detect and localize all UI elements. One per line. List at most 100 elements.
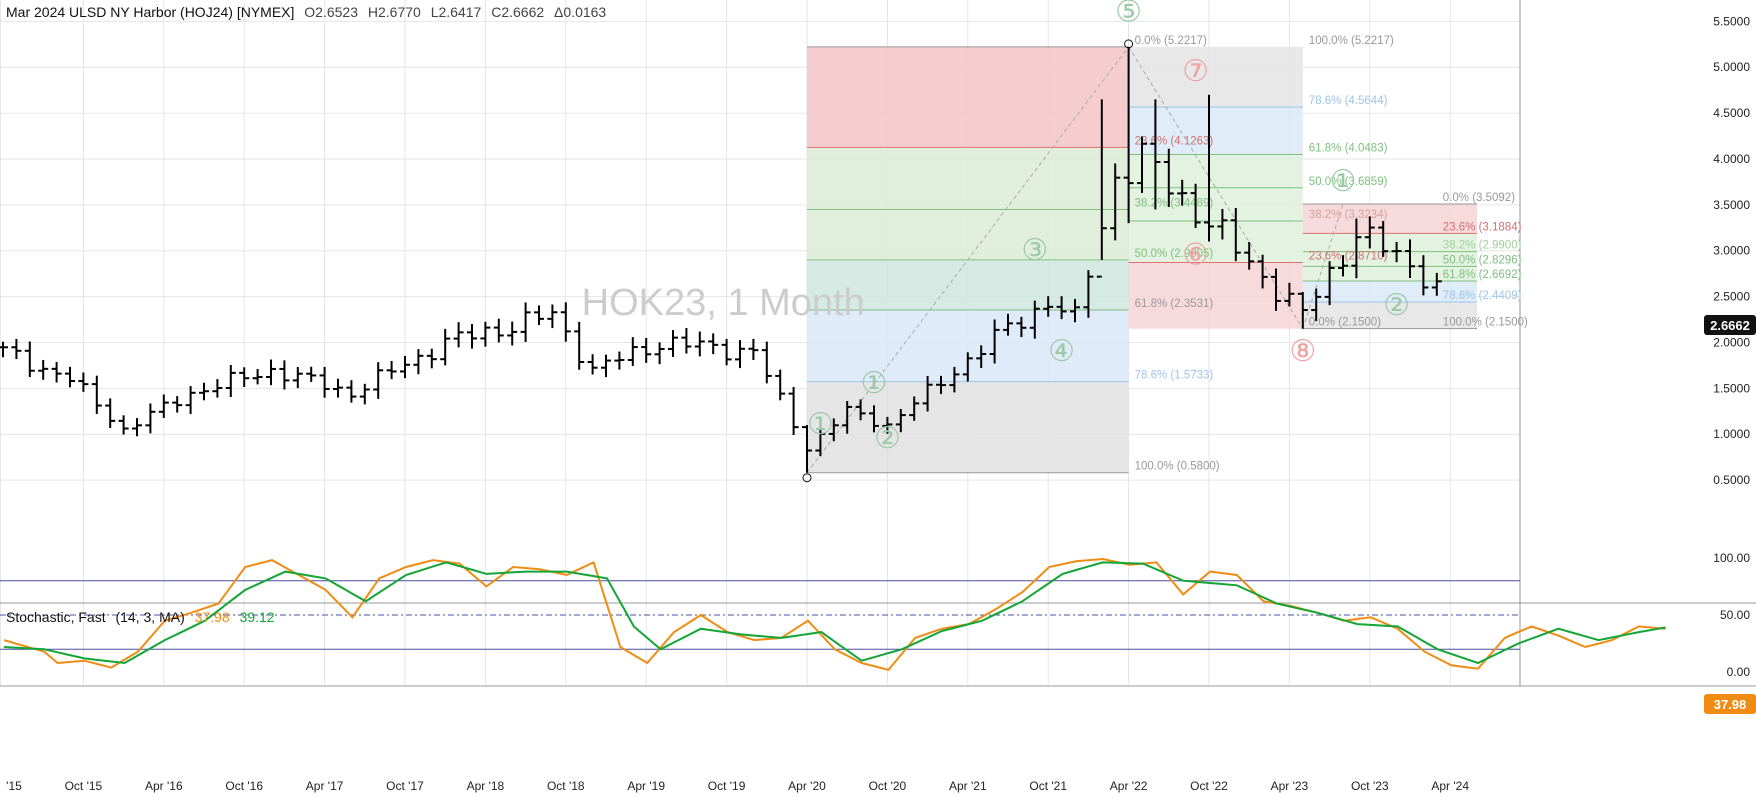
ohlc-bar [1029, 300, 1040, 339]
fib-level-label: 78.6% (2.4409) [1443, 290, 1522, 302]
ohlc-bar [828, 418, 839, 442]
ohlc-bar [1297, 291, 1308, 329]
ohlc-bar [359, 383, 370, 405]
fib-level-label: 61.8% (2.3531) [1135, 298, 1214, 310]
ohlc-bar [1083, 270, 1094, 318]
ohlc-bar [775, 369, 786, 401]
ohlc-bar [976, 345, 987, 369]
fib-level-label: 0.0% (3.5092) [1443, 192, 1515, 204]
ohlc-bar [252, 369, 263, 385]
watermark: HOK23, 1 Month [582, 282, 865, 324]
ohlc-bar [426, 348, 437, 369]
ohlc-bar [1230, 207, 1241, 262]
ohlc-bar [842, 401, 853, 434]
ohlc-bar [319, 366, 330, 398]
fib-level-label: 23.6% (4.1263) [1135, 135, 1214, 147]
ohlc-bar [869, 405, 879, 433]
ohlc-bar [1123, 46, 1134, 224]
fib-band [807, 46, 1129, 148]
ohlc-bar [467, 324, 477, 349]
stoch-badge-bg [1704, 694, 1756, 714]
fib-level-label: 78.6% (4.5644) [1309, 95, 1388, 107]
fib-level-label: 23.6% (2.8710) [1309, 251, 1388, 263]
x-tick-label: Apr '20 [788, 779, 826, 793]
wave-label: ② [874, 421, 901, 456]
ohlc-bar [1311, 288, 1322, 322]
x-tick-label: Apr '19 [627, 779, 665, 793]
x-tick-label: Oct '15 [65, 779, 103, 793]
change-value: Δ0.0163 [554, 4, 607, 20]
fib-band [1302, 233, 1477, 282]
y-tick-label: 5.0000 [1713, 60, 1750, 74]
trend-line [806, 46, 1129, 474]
ohlc-bar [1391, 241, 1402, 263]
ohlc-bar [1016, 316, 1027, 338]
x-tick-label: Apr '16 [145, 779, 183, 793]
stoch-badge: 37.98 [1714, 697, 1747, 712]
ohlc-bar [507, 321, 518, 346]
wave-label: ⑥ [1182, 237, 1209, 272]
high-value: H2.6770 [367, 4, 421, 20]
ohlc-bar [681, 328, 692, 354]
x-tick-label: Oct '23 [1351, 779, 1389, 793]
y-tick-label: 4.5000 [1713, 106, 1750, 120]
stoch-d-line [3, 561, 1666, 665]
ohlc-bar [413, 349, 424, 375]
wave-label: ⑦ [1182, 54, 1209, 89]
fib-band [1128, 262, 1303, 329]
y-tick-label: 0.5000 [1713, 473, 1750, 487]
ohlc-bar [1324, 261, 1335, 306]
fib-level-label: 38.2% (3.3234) [1309, 209, 1388, 221]
ohlc-bar [735, 340, 745, 369]
fib-level-label: 38.2% (2.9900) [1443, 240, 1522, 252]
fib-band [1302, 281, 1477, 302]
ohlc-bar [1190, 183, 1201, 229]
stoch-y-tick-label: 100.00 [1713, 551, 1750, 565]
ohlc-bar [922, 375, 933, 412]
ohlc-bar [909, 396, 920, 421]
ohlc-bar [1405, 239, 1415, 279]
x-tick-label: Oct '16 [225, 779, 263, 793]
ohlc-bar [373, 362, 384, 399]
ohlc-bar [1110, 163, 1121, 241]
fib-band [807, 147, 1129, 260]
fib-level-label: 100.0% (5.2217) [1309, 35, 1394, 47]
ohlc-bar [1056, 296, 1067, 320]
ohlc-bar [24, 341, 35, 378]
ohlc-bar [11, 338, 22, 360]
x-tick-label: Oct '22 [1190, 779, 1228, 793]
fib-level-label: 78.6% (1.5733) [1135, 370, 1214, 382]
x-tick-label: Apr '24 [1431, 779, 1469, 793]
stoch-d-value: 39.12 [239, 609, 275, 625]
ohlc-bar [574, 321, 585, 370]
ohlc-bar [266, 359, 276, 386]
ohlc-bar [1271, 268, 1281, 311]
ohlc-bar [78, 372, 89, 392]
ohlc-bar [949, 366, 960, 393]
ohlc-bar [239, 367, 250, 387]
ohlc-bar [1257, 254, 1268, 289]
ohlc-bar [587, 354, 598, 375]
fib-band [1302, 301, 1477, 329]
ohlc-bar [802, 425, 812, 473]
ohlc-bar [627, 337, 638, 366]
fib-level-label: 61.8% (4.0483) [1309, 143, 1388, 155]
ohlc-bar [386, 360, 397, 380]
x-tick-label: Apr '23 [1271, 779, 1309, 793]
y-tick-label: 2.0000 [1713, 335, 1750, 349]
value-badges: 2.6662 37.98 [1704, 315, 1756, 714]
fib-band [1302, 203, 1477, 234]
ohlc-bar [1351, 218, 1362, 279]
ohlc-bar [614, 351, 625, 370]
ohlc-bar [1378, 220, 1389, 257]
ohlc-bar [493, 318, 504, 343]
low-value: L2.6417 [430, 4, 482, 20]
fib-band [1128, 107, 1303, 155]
indicator-header: Stochastic, Fast (14, 3, MA) 37.98 39.12 [6, 609, 275, 625]
pivot-marker [802, 473, 812, 483]
ohlc-bar [1217, 208, 1228, 240]
axes: 5.5000 5.0000 4.5000 4.0000 3.5000 3.0000 2.50… [6, 14, 1750, 793]
ohlc-bar [158, 394, 169, 418]
